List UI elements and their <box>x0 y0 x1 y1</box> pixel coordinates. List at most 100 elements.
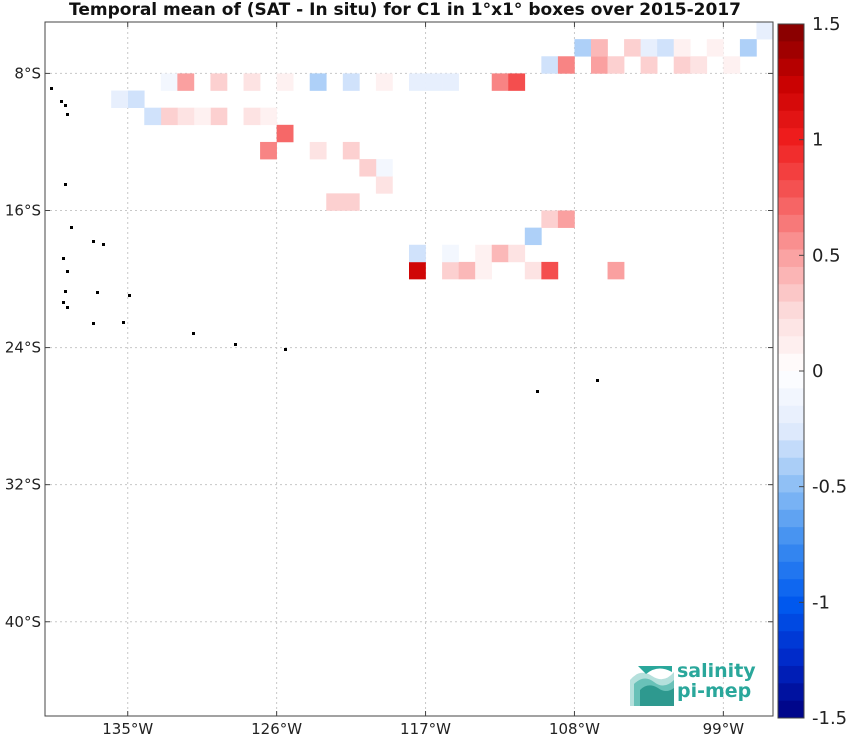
colorbar-tick-label: -1.5 <box>812 708 847 729</box>
colorbar-segment <box>778 683 804 702</box>
x-tick-label: 108°W <box>549 720 600 738</box>
colorbar-segment <box>778 509 804 528</box>
colorbar-segment <box>778 353 804 372</box>
colorbar-segment <box>778 180 804 198</box>
colorbar-segment <box>778 76 804 94</box>
heatmap-cell <box>260 107 277 126</box>
chart-title: Temporal mean of (SAT - In situ) for C1 … <box>69 0 741 20</box>
colorbar-segment <box>778 266 804 285</box>
wave-logo-icon <box>630 666 674 706</box>
heatmap-cell <box>756 22 774 40</box>
heatmap-cell <box>309 141 327 160</box>
heatmap-cell <box>210 73 228 91</box>
colorbar-segment <box>778 371 804 389</box>
colorbar-segment <box>778 58 804 77</box>
colorbar-segment <box>778 440 804 459</box>
colorbar-segment <box>778 388 804 407</box>
y-tick-label: 32°S <box>5 476 41 494</box>
colorbar-tick-label: 0 <box>812 361 823 382</box>
colorbar-segment <box>778 631 804 649</box>
heatmap-cell <box>210 107 228 126</box>
colorbar-segment <box>778 596 804 615</box>
colorbar-segment <box>778 544 804 563</box>
heatmap-cell <box>607 56 625 74</box>
x-tick-label: 99°W <box>703 720 745 738</box>
heatmap-cell <box>442 244 459 263</box>
heatmap-cell <box>342 73 360 91</box>
salinity-pi-mep-logo: salinity pi-mep <box>628 660 758 708</box>
island-mark <box>122 321 125 324</box>
colorbar-segment <box>778 301 804 320</box>
island-mark <box>70 226 73 229</box>
colorbar-segment <box>778 423 804 441</box>
y-tick-label: 24°S <box>5 339 41 357</box>
heatmap-cell <box>144 107 162 126</box>
island-mark <box>62 301 65 304</box>
colorbar-segment <box>778 527 804 545</box>
heatmap-cell <box>640 39 658 57</box>
colorbar-tick-label: -0.5 <box>812 477 847 498</box>
heatmap-cell <box>276 73 294 91</box>
island-mark <box>64 183 67 186</box>
colorbar-segment <box>778 162 804 181</box>
heatmap-cell <box>442 261 459 280</box>
heatmap-cells <box>111 22 774 280</box>
heatmap-cell <box>475 261 493 280</box>
heatmap-cell <box>706 39 724 57</box>
logo-text-pimep: pi-mep <box>677 680 752 702</box>
heatmap-cell <box>160 73 178 91</box>
island-mark <box>92 322 95 325</box>
island-mark <box>66 113 69 116</box>
island-mark <box>192 332 195 335</box>
colorbar-segment <box>778 249 804 268</box>
colorbar: 1.5 1 0.5 0 -0.5 -1 -1.5 <box>777 14 847 729</box>
colorbar-segment <box>778 648 804 667</box>
heatmap-cell <box>541 210 559 228</box>
heatmap-cell <box>260 141 277 160</box>
axes: 135°W 126°W 117°W 108°W 99°W 8°S 16°S 24°S 32°S 4… <box>5 21 774 738</box>
colorbar-segment <box>778 457 804 476</box>
heatmap-cell <box>591 39 608 57</box>
heatmap-cell <box>673 39 691 57</box>
x-tick-label: 135°W <box>102 720 153 738</box>
island-mark <box>128 294 131 297</box>
heatmap-cell <box>442 73 459 91</box>
colorbar-segment <box>778 613 804 632</box>
heatmap-cell <box>160 107 178 126</box>
colorbar-tick-label: -1 <box>812 592 830 613</box>
island-mark <box>96 291 99 294</box>
colorbar-segment <box>778 405 804 424</box>
colorbar-segment <box>778 561 804 580</box>
colorbar-segment <box>778 336 804 355</box>
colorbar-segment <box>778 665 804 684</box>
colorbar-segment <box>778 128 804 146</box>
heatmap-cell <box>309 73 327 91</box>
heatmap-cell <box>326 193 344 211</box>
island-mark <box>536 390 539 393</box>
colorbar-tick-label: 0.5 <box>812 245 841 266</box>
heatmap-cell <box>508 244 526 263</box>
plot-frame <box>44 21 774 717</box>
colorbar-segment <box>778 110 804 129</box>
y-tick-label: 8°S <box>14 64 41 82</box>
colorbar-segment <box>778 93 804 112</box>
y-tick-label: 16°S <box>5 201 41 219</box>
island-mark <box>284 348 287 351</box>
heatmap-cell <box>193 107 211 126</box>
colorbar-segment <box>778 318 804 337</box>
colorbar-segment <box>778 232 804 250</box>
island-mark <box>64 290 67 293</box>
x-tick-label: 117°W <box>400 720 451 738</box>
heatmap-cell <box>541 261 559 280</box>
colorbar-segment <box>778 41 804 60</box>
island-mark <box>66 306 69 309</box>
heatmap-cell <box>524 227 542 246</box>
colorbar-segment <box>778 700 804 719</box>
heatmap-cell <box>359 159 377 177</box>
heatmap-cell <box>739 39 757 57</box>
heatmap-cell <box>723 56 741 74</box>
heatmap-cell <box>541 56 559 74</box>
heatmap-cell <box>177 107 195 126</box>
heatmap-cell <box>624 39 641 57</box>
